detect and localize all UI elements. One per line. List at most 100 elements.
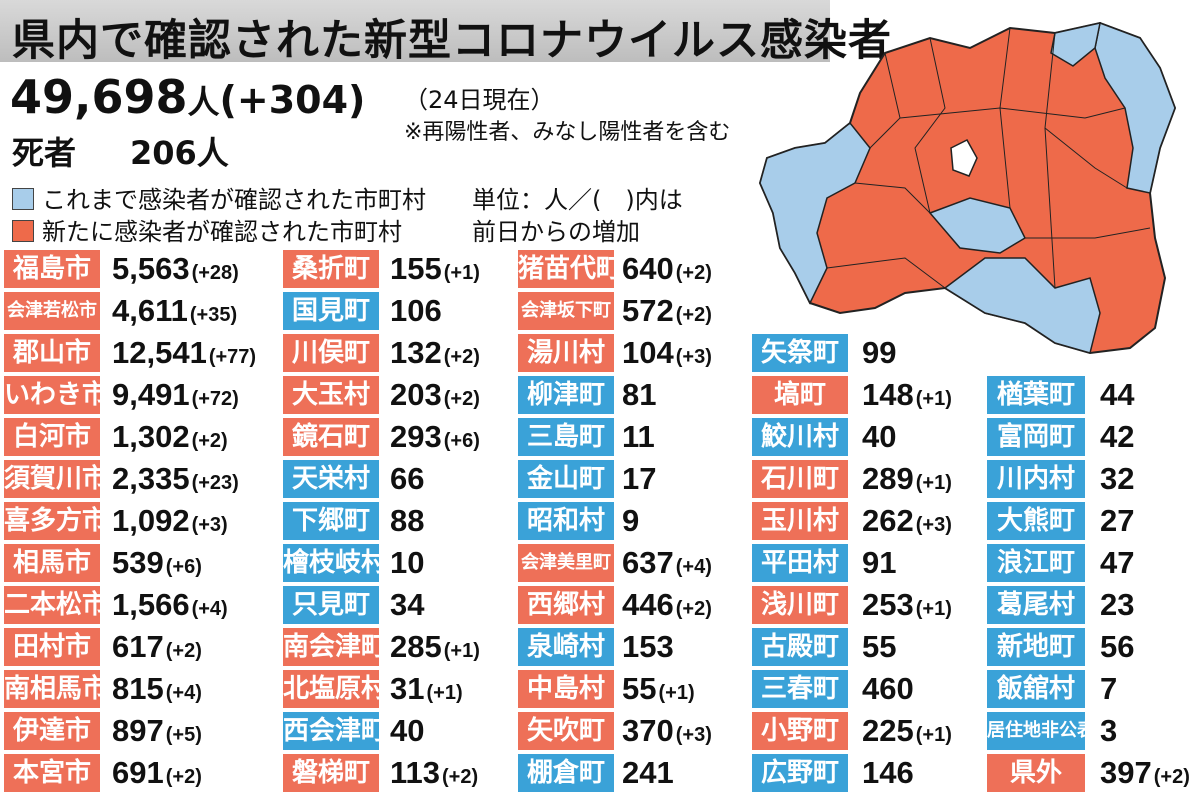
case-diff: (+1)	[426, 682, 463, 704]
deaths-value: 206人	[130, 134, 229, 172]
case-diff: (+3)	[675, 724, 712, 746]
case-diff: (+1)	[915, 472, 952, 494]
municipality-count: 370 (+3)	[622, 712, 712, 750]
municipality-label: 大玉村	[283, 376, 379, 414]
municipality-count: 17	[622, 460, 656, 498]
municipality-count: 27	[1100, 502, 1134, 540]
municipality-label: 広野町	[752, 754, 848, 792]
municipality-label: 大熊町	[987, 502, 1085, 540]
case-count: 34	[390, 587, 425, 622]
municipality-count: 12,541 (+77)	[112, 334, 256, 372]
municipality-count: 148 (+1)	[862, 376, 952, 414]
case-diff: (+28)	[191, 262, 239, 284]
municipality-label: 白河市	[4, 418, 100, 456]
municipality-count: 815 (+4)	[112, 670, 202, 708]
case-count: 539	[112, 545, 164, 580]
case-diff: (+1)	[658, 682, 695, 704]
municipality-label: 鏡石町	[283, 418, 379, 456]
municipality-label: 磐梯町	[283, 754, 379, 792]
municipality-count: 253 (+1)	[862, 586, 952, 624]
map-boundaries	[826, 27, 1151, 289]
municipality-count: 1,092 (+3)	[112, 502, 228, 540]
case-count: 155	[390, 251, 442, 286]
case-diff: (+4)	[165, 682, 202, 704]
case-diff: (+6)	[165, 556, 202, 578]
prefecture-map	[758, 21, 1177, 355]
municipality-label: 川俣町	[283, 334, 379, 372]
case-diff: (+3)	[915, 514, 952, 536]
municipality-count: 203 (+2)	[390, 376, 480, 414]
municipality-label: 相馬市	[4, 544, 100, 582]
municipality-label: 三春町	[752, 670, 848, 708]
municipality-count: 289 (+1)	[862, 460, 952, 498]
municipality-label: 富岡町	[987, 418, 1085, 456]
case-count: 446	[622, 587, 674, 622]
municipality-count: 31 (+1)	[390, 670, 463, 708]
case-count: 370	[622, 713, 674, 748]
municipality-count: 42	[1100, 418, 1134, 456]
municipality-label: 塙町	[752, 376, 848, 414]
case-count: 47	[1100, 545, 1135, 580]
municipality-count: 1,566 (+4)	[112, 586, 228, 624]
case-diff: (+2)	[675, 304, 712, 326]
case-count: 10	[390, 545, 425, 580]
municipality-label: 国見町	[283, 292, 379, 330]
case-count: 113	[390, 755, 441, 790]
municipality-count: 34	[390, 586, 424, 624]
case-diff: (+1)	[915, 598, 952, 620]
municipality-count: 155 (+1)	[390, 250, 480, 288]
case-count: 81	[622, 377, 657, 412]
case-count: 897	[112, 713, 164, 748]
municipality-label: 浪江町	[987, 544, 1085, 582]
municipality-count: 617 (+2)	[112, 628, 202, 666]
case-count: 40	[390, 713, 425, 748]
case-count: 815	[112, 671, 164, 706]
municipality-label: 葛尾村	[987, 586, 1085, 624]
municipality-label: 居住地非公表	[987, 712, 1085, 750]
map-region-north-old	[1050, 22, 1101, 67]
case-count: 40	[862, 419, 897, 454]
municipality-count: 640 (+2)	[622, 250, 712, 288]
municipality-count: 47	[1100, 544, 1134, 582]
case-count: 106	[390, 293, 442, 328]
case-count: 153	[622, 629, 674, 664]
municipality-count: 460	[862, 670, 914, 708]
case-count: 289	[862, 461, 914, 496]
case-diff: (+5)	[165, 724, 202, 746]
municipality-count: 132 (+2)	[390, 334, 480, 372]
case-count: 572	[622, 293, 674, 328]
municipality-label: 平田村	[752, 544, 848, 582]
municipality-count: 637 (+4)	[622, 544, 712, 582]
municipality-count: 225 (+1)	[862, 712, 952, 750]
municipality-label: 棚倉町	[518, 754, 614, 792]
municipality-label: 桑折町	[283, 250, 379, 288]
case-diff: (+1)	[443, 262, 480, 284]
map-region-coast-old	[1094, 21, 1176, 194]
municipality-label: 中島村	[518, 670, 614, 708]
total-value: 49,698	[10, 70, 188, 124]
case-diff: (+1)	[915, 388, 952, 410]
unit-note-line2: 前日からの増加	[472, 218, 640, 246]
municipality-label: 金山町	[518, 460, 614, 498]
municipality-label: 本宮市	[4, 754, 100, 792]
case-diff: (+2)	[165, 766, 202, 788]
municipality-count: 7	[1100, 670, 1117, 708]
case-count: 11	[622, 419, 655, 454]
municipality-label: 柳津町	[518, 376, 614, 414]
case-count: 32	[1100, 461, 1135, 496]
municipality-count: 1,302 (+2)	[112, 418, 228, 456]
municipality-label: 飯舘村	[987, 670, 1085, 708]
case-diff: (+2)	[675, 262, 712, 284]
municipality-label: 矢吹町	[518, 712, 614, 750]
case-diff: (+6)	[443, 430, 480, 452]
case-diff: (+77)	[208, 346, 257, 368]
case-count: 12,541	[112, 335, 207, 370]
legend-old: これまで感染者が確認された市町村	[12, 180, 426, 215]
case-count: 91	[862, 545, 897, 580]
case-count: 397	[1100, 755, 1152, 790]
municipality-label: いわき市	[4, 376, 100, 414]
municipality-count: 104 (+3)	[622, 334, 712, 372]
municipality-label: 北塩原村	[283, 670, 379, 708]
case-count: 31	[390, 671, 425, 706]
case-diff: (+4)	[191, 598, 228, 620]
